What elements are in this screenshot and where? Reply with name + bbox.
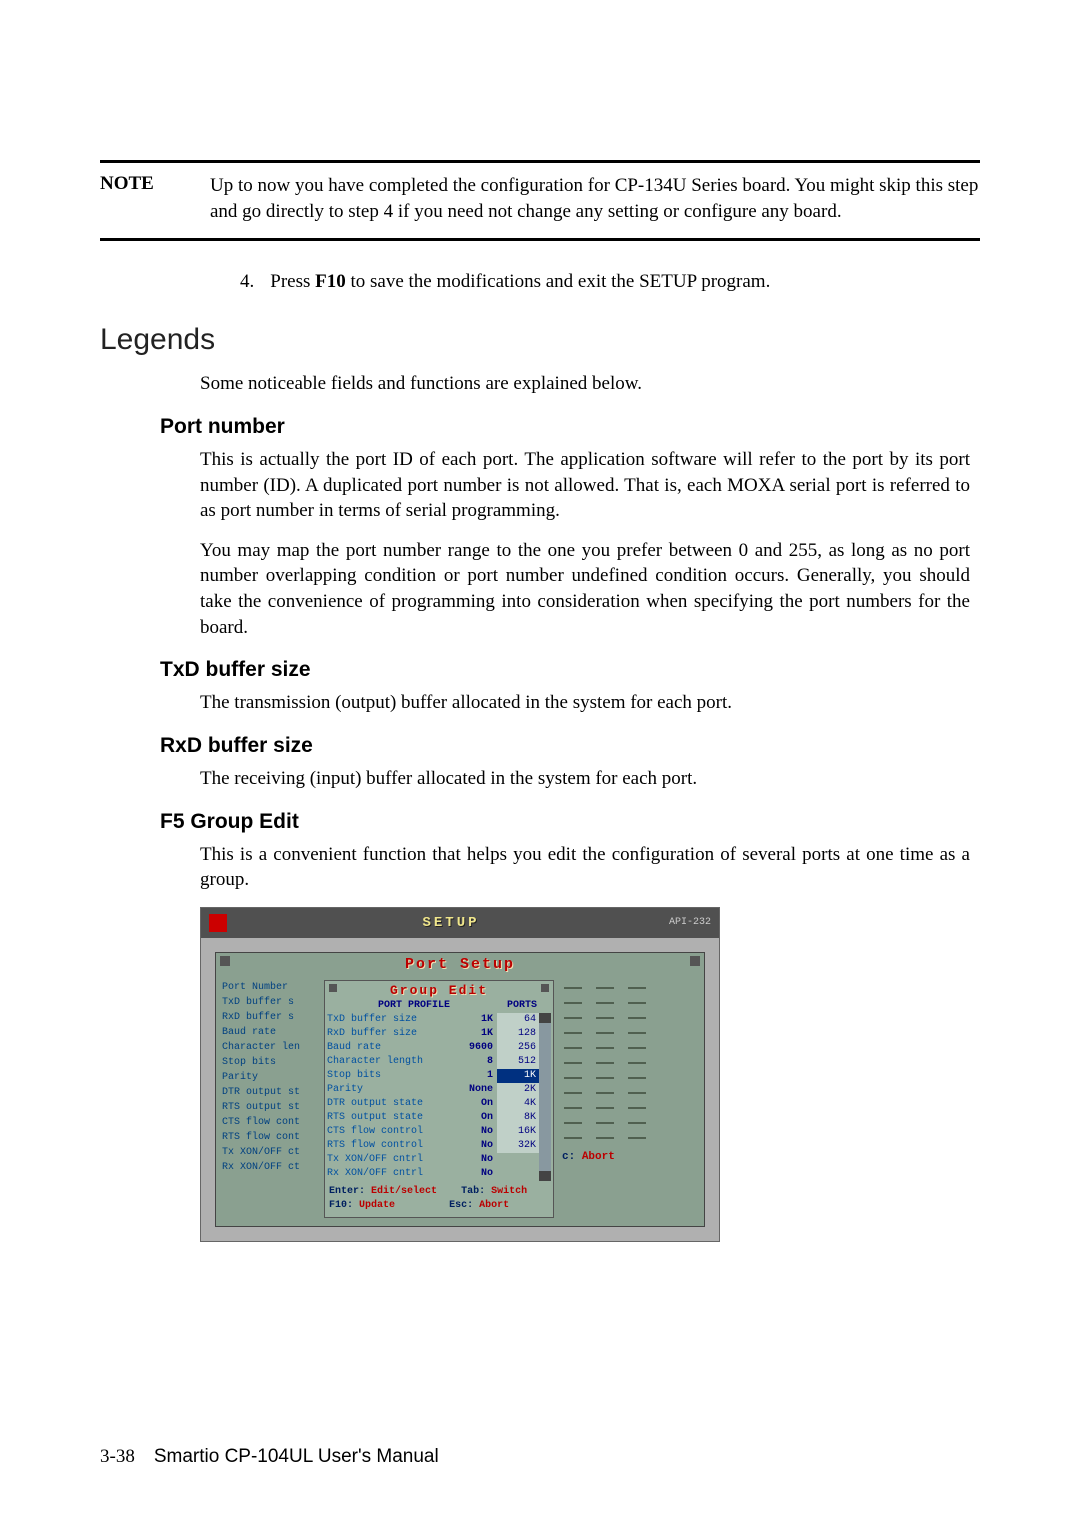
note-block: NOTE Up to now you have completed the co…	[100, 160, 980, 241]
page-footer: 3-38 Smartio CP-104UL User's Manual	[100, 1446, 439, 1468]
header-ports: PORTS	[497, 1000, 547, 1011]
sidebar-item: Baud rate	[222, 1025, 320, 1040]
step-post: to save the modifications and exit the S…	[346, 271, 771, 292]
key-enter-desc: Edit/select	[371, 1186, 437, 1197]
sidebar-item: CTS flow cont	[222, 1115, 320, 1130]
port-option[interactable]: 64	[497, 1013, 539, 1027]
corner-icon	[541, 984, 549, 992]
profile-row[interactable]: ParityNone	[327, 1083, 497, 1097]
port-option[interactable]: 2K	[497, 1083, 539, 1097]
note-label: NOTE	[100, 173, 180, 224]
txd-heading: TxD buffer size	[160, 658, 980, 682]
rxd-heading: RxD buffer size	[160, 734, 980, 758]
group-edit-box: Group Edit PORT PROFILE PORTS TxD buffer…	[324, 980, 554, 1218]
title-right: API-232	[669, 917, 711, 928]
app-title: SETUP	[233, 915, 669, 931]
ports-column: 64 128 256 512 1K 2K 4K 8K 16K 32K	[497, 1013, 539, 1181]
sidebar-item: RTS output st	[222, 1100, 320, 1115]
sidebar-item: DTR output st	[222, 1085, 320, 1100]
corner-icon	[220, 956, 230, 966]
sidebar-item: Tx XON/OFF ct	[222, 1145, 320, 1160]
port-setup-panel: Port Setup Port Number TxD buffer s RxD …	[215, 952, 705, 1227]
group-edit-title: Group Edit	[327, 983, 551, 998]
panel-title-text: Port Setup	[405, 956, 515, 973]
corner-icon	[329, 984, 337, 992]
port-number-p2: You may map the port number range to the…	[200, 538, 970, 641]
right-pane: c: Abort	[558, 980, 698, 1218]
port-option-selected[interactable]: 1K	[497, 1069, 539, 1083]
sidebar-item: RxD buffer s	[222, 1010, 320, 1025]
key-esc: Esc:	[449, 1200, 473, 1211]
page-number: 3-38	[100, 1446, 135, 1467]
setup-screenshot: SETUP API-232 Port Setup Port Number TxD…	[200, 907, 720, 1242]
profile-row[interactable]: Character length8	[327, 1055, 497, 1069]
port-option[interactable]: 32K	[497, 1139, 539, 1153]
abort-hint: c: Abort	[558, 1145, 698, 1163]
key-tab: Tab:	[461, 1186, 485, 1197]
manual-title: Smartio CP-104UL User's Manual	[154, 1446, 439, 1467]
txd-p1: The transmission (output) buffer allocat…	[200, 690, 970, 716]
profile-row[interactable]: RTS output stateOn	[327, 1111, 497, 1125]
port-number-heading: Port number	[160, 415, 980, 439]
sidebar-item: TxD buffer s	[222, 995, 320, 1010]
key-esc-desc: Abort	[479, 1200, 509, 1211]
titlebar: SETUP API-232	[201, 908, 719, 938]
profile-row[interactable]: Stop bits1	[327, 1069, 497, 1083]
profile-row[interactable]: Rx XON/OFF cntrlNo	[327, 1167, 497, 1181]
port-number-p1: This is actually the port ID of each por…	[200, 447, 970, 524]
f5-p1: This is a convenient function that helps…	[200, 842, 970, 893]
corner-icon	[690, 956, 700, 966]
step-pre: Press	[270, 271, 315, 292]
group-edit-footer: Enter: Edit/select Tab: Switch F10: Upda…	[327, 1181, 551, 1215]
abort-key: c:	[562, 1151, 575, 1163]
legends-heading: Legends	[100, 323, 980, 357]
step-key: F10	[315, 271, 346, 292]
profile-row[interactable]: RTS flow controlNo	[327, 1139, 497, 1153]
sidebar-item: RTS flow cont	[222, 1130, 320, 1145]
scrollbar[interactable]	[539, 1013, 551, 1181]
rxd-p1: The receiving (input) buffer allocated i…	[200, 766, 970, 792]
logo-icon	[209, 914, 227, 932]
port-option[interactable]: 256	[497, 1041, 539, 1055]
port-option[interactable]: 512	[497, 1055, 539, 1069]
scroll-up-icon[interactable]	[539, 1013, 551, 1023]
port-option[interactable]: 16K	[497, 1125, 539, 1139]
scroll-down-icon[interactable]	[539, 1171, 551, 1181]
profile-row[interactable]: TxD buffer size1K	[327, 1013, 497, 1027]
profile-row[interactable]: CTS flow controlNo	[327, 1125, 497, 1139]
abort-text: Abort	[582, 1151, 615, 1163]
step-4: 4. Press F10 to save the modifications a…	[240, 271, 980, 293]
header-profile: PORT PROFILE	[331, 1000, 497, 1011]
sidebar-item: Rx XON/OFF ct	[222, 1160, 320, 1175]
panel-title: Port Setup	[216, 953, 704, 976]
sidebar-item: Parity	[222, 1070, 320, 1085]
legends-intro: Some noticeable fields and functions are…	[200, 371, 970, 397]
key-f10: F10:	[329, 1200, 353, 1211]
profile-row[interactable]: Tx XON/OFF cntrlNo	[327, 1153, 497, 1167]
port-option[interactable]: 8K	[497, 1111, 539, 1125]
key-f10-desc: Update	[359, 1200, 395, 1211]
sidebar-item: Port Number	[222, 980, 320, 995]
sidebar: Port Number TxD buffer s RxD buffer s Ba…	[222, 980, 320, 1218]
sidebar-item: Character len	[222, 1040, 320, 1055]
step-number: 4.	[240, 271, 254, 293]
step-text: Press F10 to save the modifications and …	[270, 271, 770, 293]
group-edit-title-text: Group Edit	[390, 983, 488, 998]
sidebar-item: Stop bits	[222, 1055, 320, 1070]
note-text: Up to now you have completed the configu…	[210, 173, 980, 224]
key-enter: Enter:	[329, 1186, 365, 1197]
profile-row[interactable]: Baud rate9600	[327, 1041, 497, 1055]
profile-row[interactable]: DTR output stateOn	[327, 1097, 497, 1111]
f5-heading: F5 Group Edit	[160, 810, 980, 834]
port-option[interactable]: 4K	[497, 1097, 539, 1111]
key-tab-desc: Switch	[491, 1186, 527, 1197]
profile-column: TxD buffer size1K RxD buffer size1K Baud…	[327, 1013, 497, 1181]
port-option[interactable]: 128	[497, 1027, 539, 1041]
profile-row[interactable]: RxD buffer size1K	[327, 1027, 497, 1041]
